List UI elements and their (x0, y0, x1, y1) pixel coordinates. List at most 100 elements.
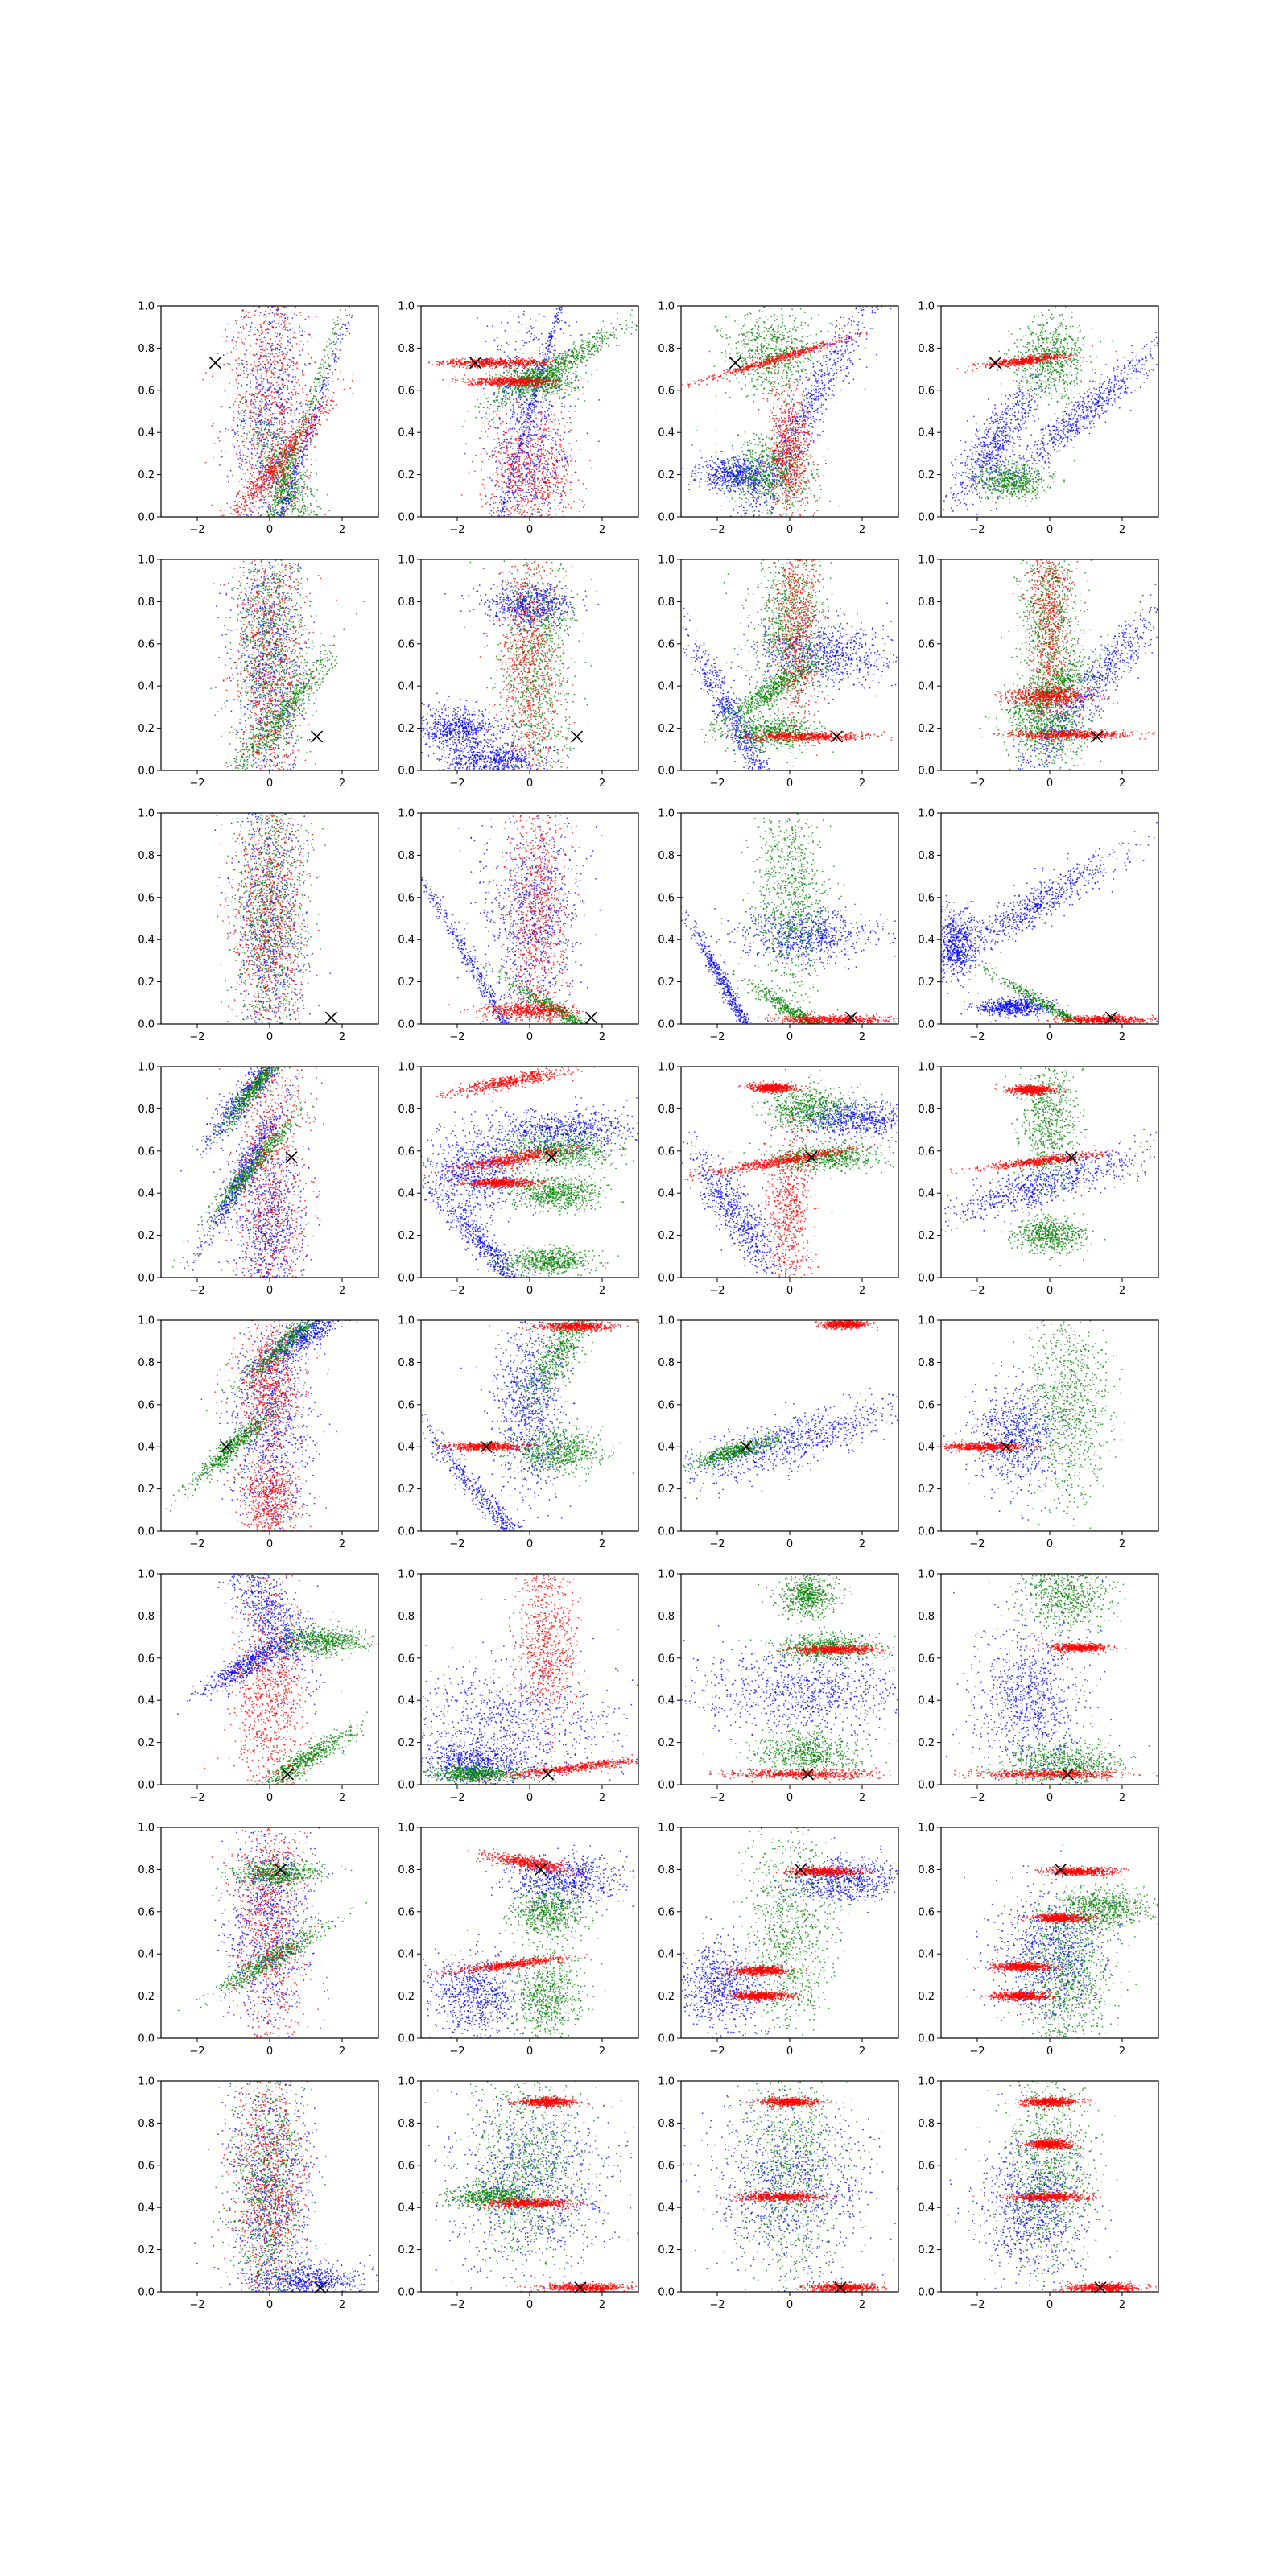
scatter-point (485, 411, 487, 412)
scatter-point (280, 377, 282, 378)
scatter-point (263, 442, 265, 444)
scatter-point (292, 389, 294, 390)
scatter-point (242, 454, 244, 456)
scatter-point (258, 485, 259, 487)
scatter-point (272, 499, 274, 501)
scatter-point (542, 397, 543, 398)
scatter-point (485, 431, 486, 433)
scatter-point (288, 446, 290, 448)
scatter-point (270, 383, 272, 385)
scatter-point (533, 495, 535, 497)
scatter-point (261, 439, 262, 440)
scatter-point (500, 496, 502, 497)
scatter-point (290, 481, 291, 482)
scatter-point (522, 489, 524, 491)
scatter-point (266, 421, 267, 423)
scatter-point (539, 506, 540, 507)
scatter-point (303, 513, 305, 514)
scatter-point (254, 481, 256, 483)
scatter-point (327, 341, 328, 342)
scatter-point (520, 414, 522, 415)
scatter-point (281, 507, 283, 509)
scatter-point (277, 474, 279, 476)
scatter-point (505, 398, 506, 400)
scatter-point (279, 510, 281, 511)
scatter-point (253, 488, 254, 489)
scatter-point (244, 447, 246, 448)
scatter-point (262, 394, 264, 395)
scatter-point (304, 484, 306, 485)
scatter-point (249, 353, 250, 354)
scatter-point (310, 391, 312, 393)
scatter-point (265, 388, 266, 390)
scatter-point (286, 500, 287, 502)
scatter-point (514, 369, 516, 370)
scatter-point (243, 317, 245, 319)
scatter-point (234, 431, 236, 433)
scatter-point (547, 350, 549, 352)
scatter-point (277, 355, 279, 357)
scatter-point (559, 320, 560, 322)
scatter-point (225, 428, 227, 430)
scatter-point (291, 491, 292, 493)
scatter-point (572, 353, 574, 355)
scatter-point (276, 470, 278, 472)
scatter-point (293, 493, 295, 494)
scatter-point (263, 407, 265, 409)
scatter-point (492, 368, 493, 369)
scatter-point (326, 382, 328, 383)
scatter-point (333, 333, 335, 335)
scatter-point (246, 403, 247, 405)
scatter-point (294, 440, 295, 441)
scatter-point (601, 342, 603, 344)
scatter-point (302, 463, 303, 464)
scatter-point (298, 442, 299, 444)
scatter-point (499, 349, 501, 351)
scatter-point (233, 436, 234, 438)
scatter-point (608, 337, 609, 339)
scatter-point (252, 354, 254, 356)
scatter-point (246, 376, 248, 378)
scatter-point (284, 421, 286, 423)
scatter-point (522, 407, 523, 408)
scatter-point (275, 500, 276, 502)
scatter-point (236, 323, 237, 324)
scatter-point (551, 358, 552, 360)
scatter-point (302, 420, 303, 422)
scatter-point (505, 388, 506, 390)
scatter-point (255, 421, 257, 423)
scatter-point (250, 513, 251, 514)
scatter-point (225, 329, 226, 331)
scatter-point (258, 489, 259, 491)
scatter-point (262, 469, 263, 470)
scatter-point (511, 416, 513, 418)
scatter-point (253, 374, 254, 376)
scatter-point (252, 464, 254, 466)
scatter-point (275, 397, 276, 398)
scatter-point (258, 474, 259, 476)
scatter-point (480, 403, 481, 405)
scatter-point (278, 406, 279, 407)
scatter-point (508, 344, 510, 345)
scatter-point (266, 347, 267, 349)
scatter-point (266, 324, 268, 325)
scatter-point (305, 493, 307, 495)
scatter-point (269, 477, 270, 478)
scatter-point (283, 384, 284, 386)
scatter-point (533, 327, 535, 328)
scatter-point (551, 336, 552, 338)
scatter-point (303, 448, 305, 450)
scatter-point (237, 458, 239, 460)
scatter-point (314, 378, 316, 380)
scatter-point (247, 448, 249, 450)
scatter-point (312, 419, 313, 421)
scatter-point (262, 378, 263, 380)
scatter-point (604, 338, 605, 340)
scatter-point (259, 456, 261, 458)
scatter-point (272, 497, 274, 498)
scatter-point (302, 458, 303, 460)
scatter-point (261, 484, 262, 485)
scatter-point (529, 427, 530, 429)
scatter-point (309, 390, 311, 391)
scatter-point (274, 320, 275, 322)
